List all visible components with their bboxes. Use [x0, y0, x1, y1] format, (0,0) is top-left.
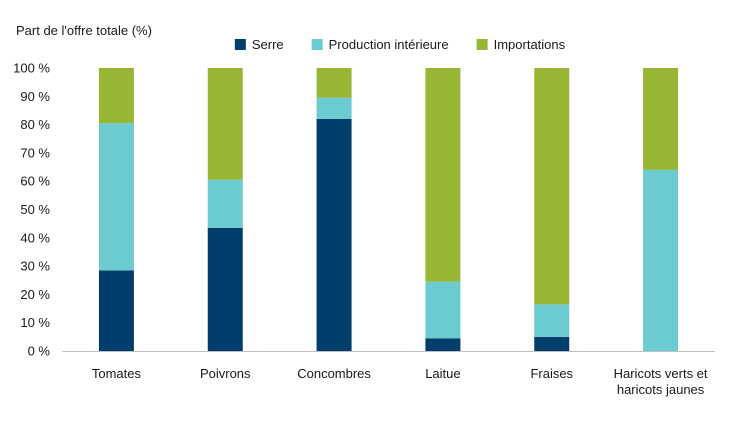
bar-segment-1 — [425, 338, 461, 351]
y-tick-label: 70 % — [20, 145, 50, 160]
y-tick-label: 30 % — [20, 259, 50, 274]
legend-swatch — [234, 39, 246, 50]
legend-item: Production intérieure — [311, 37, 449, 52]
y-tick-label: 90 % — [20, 89, 50, 104]
category-label: Concombres — [297, 366, 371, 381]
bar-segment-2 — [207, 179, 243, 228]
category-labels: Tomates Poivrons Concombres Laitue Fraises Ha… — [92, 366, 708, 397]
category-label: Poivrons — [200, 366, 251, 381]
bar-segment-2 — [98, 123, 134, 271]
legend: Serre Production intérieure Importations — [234, 37, 566, 52]
legend-swatch — [311, 39, 323, 50]
y-tick-label: 100 % — [13, 61, 50, 76]
bar-segment-2 — [316, 97, 352, 119]
category-label: Laitue — [425, 366, 460, 381]
bar-segment-1 — [98, 270, 134, 351]
legend-label: Importations — [494, 37, 566, 52]
y-tick-label: 60 % — [20, 174, 50, 189]
bar-segment-3 — [425, 68, 461, 282]
bar-segment-1 — [207, 227, 243, 351]
bar-segment-3 — [643, 68, 679, 170]
y-tick-label: 0 % — [28, 344, 51, 359]
legend-item: Importations — [476, 37, 566, 52]
y-tick-label: 80 % — [20, 117, 50, 132]
bar-segment-2 — [534, 304, 570, 337]
bar-segment-1 — [316, 118, 352, 351]
y-tick-label: 40 % — [20, 230, 50, 245]
bar-segment-3 — [98, 68, 134, 124]
y-axis-ticks: 0 % 10 % 20 % 30 % 40 % 50 % 60 % 70 % 80 % 90 % 1… — [13, 61, 50, 359]
y-axis-title: Part de l'offre totale (%) — [16, 23, 152, 38]
y-tick-label: 20 % — [20, 287, 50, 302]
bar-segment-1 — [534, 336, 570, 351]
bar-segment-2 — [425, 281, 461, 339]
y-tick-label: 10 % — [20, 315, 50, 330]
category-label: Haricots verts et haricots jaunes — [614, 366, 708, 397]
category-label: Tomates — [92, 366, 142, 381]
bar-segment-3 — [207, 68, 243, 180]
bar-segment-3 — [316, 68, 352, 98]
legend-label: Production intérieure — [329, 37, 449, 52]
legend-label: Serre — [252, 37, 284, 52]
category-label: Fraises — [530, 366, 573, 381]
bar-segment-3 — [534, 68, 570, 305]
bars — [98, 68, 679, 351]
legend-item: Serre — [234, 37, 284, 52]
y-tick-label: 50 % — [20, 202, 50, 217]
legend-swatch — [476, 39, 488, 50]
bar-segment-2 — [643, 169, 679, 351]
